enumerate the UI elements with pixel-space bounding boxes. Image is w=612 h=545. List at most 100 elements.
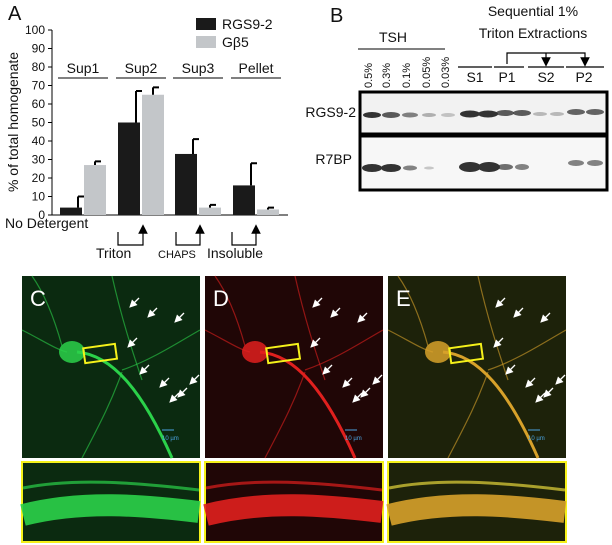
arrow	[360, 387, 371, 398]
annotation: CHAPS	[158, 249, 196, 261]
y-tick-label: 70	[32, 79, 46, 93]
panel-label: B	[330, 5, 343, 27]
arrow	[372, 374, 383, 385]
y-axis-label: % of total homogenate	[5, 52, 21, 192]
error-bar	[94, 160, 101, 166]
arrow	[159, 377, 170, 388]
micrograph: E 10 µm	[386, 275, 567, 543]
row-label: R7BP	[315, 151, 352, 167]
neurite	[397, 275, 429, 347]
legend-label: Gβ5	[222, 34, 249, 50]
cell-body	[242, 341, 268, 363]
bar-chart: A % of total homogenate No Detergent Tri…	[5, 3, 288, 261]
bracket	[117, 224, 261, 246]
annotation: No Detergent	[5, 215, 88, 231]
neurite	[121, 329, 201, 371]
arrow	[189, 374, 200, 385]
category-label: Pellet	[238, 60, 273, 76]
micrographs: C 10 µm D 10 µm E 10 µm	[20, 275, 567, 543]
zoom-neurite	[386, 494, 567, 526]
y-tick-label: 90	[32, 42, 46, 56]
roi-box	[265, 342, 302, 365]
roi-box	[82, 342, 119, 365]
arrow	[555, 374, 566, 385]
y-tick-label: 60	[32, 97, 46, 111]
error-bar	[77, 195, 84, 208]
arrow	[493, 337, 504, 348]
y-tick-label: 0	[38, 208, 45, 222]
bar	[118, 122, 140, 215]
arrow	[543, 387, 554, 398]
neurite	[442, 350, 540, 459]
arrow	[127, 337, 138, 348]
arrow	[525, 377, 536, 388]
y-tick-label: 50	[32, 116, 46, 130]
y-tick-label: 30	[32, 153, 46, 167]
lane-label: S1	[466, 69, 483, 85]
micrograph: C 10 µm	[20, 275, 201, 543]
micrograph: D 10 µm	[203, 275, 384, 543]
error-bar	[152, 86, 159, 95]
arrow	[310, 337, 321, 348]
row-label: RGS9-2	[305, 104, 356, 120]
panel-label: A	[8, 3, 22, 25]
arrow	[540, 312, 551, 323]
bar	[233, 185, 255, 215]
band	[362, 109, 604, 172]
legend-swatch	[196, 18, 216, 30]
panel-label: D	[213, 286, 229, 311]
bar	[60, 207, 82, 215]
category-label: Sup3	[182, 60, 215, 76]
lane-label: S2	[537, 69, 554, 85]
lane-label: 0.1%	[401, 63, 413, 88]
panel-label: E	[396, 286, 411, 311]
neurite	[111, 275, 143, 381]
cell-body	[59, 341, 85, 363]
error-bar	[192, 138, 199, 154]
lane-label: 0.3%	[381, 63, 393, 88]
legend-swatch	[196, 36, 216, 48]
arrow	[495, 297, 506, 308]
y-tick-label: 20	[32, 171, 46, 185]
arrow	[342, 377, 353, 388]
arrow	[312, 297, 323, 308]
zoom-neurite	[205, 480, 383, 492]
error-bar	[267, 206, 274, 210]
cell-body	[425, 341, 451, 363]
bracket	[458, 52, 604, 68]
error-bar	[135, 90, 142, 123]
neurite	[76, 350, 174, 459]
scale-label: 10 µm	[345, 436, 362, 442]
arrow	[357, 312, 368, 323]
scale-label: 10 µm	[528, 436, 545, 442]
neurite	[477, 275, 509, 381]
arrow	[169, 392, 180, 403]
arrow	[513, 307, 524, 318]
group-label: Triton Extractions	[479, 25, 587, 41]
arrow	[139, 364, 150, 375]
roi-box	[448, 342, 485, 365]
neurite	[259, 350, 357, 459]
y-tick-label: 80	[32, 60, 46, 74]
neurite	[487, 329, 567, 371]
neurite	[214, 275, 246, 347]
zoom-neurite	[20, 494, 201, 526]
lane-label: 0.03%	[440, 57, 452, 88]
neurite	[304, 329, 384, 371]
group-label: Sequential 1%	[488, 3, 578, 19]
annotation: Insoluble	[207, 245, 263, 261]
scale-label: 10 µm	[162, 436, 179, 442]
bar	[175, 153, 197, 215]
zoom-neurite	[22, 480, 200, 492]
error-bar	[209, 203, 216, 208]
lane-label: P2	[575, 69, 592, 85]
bar	[142, 94, 164, 215]
bar	[257, 209, 279, 215]
legend-label: RGS9-2	[222, 16, 273, 32]
arrow	[505, 364, 516, 375]
panel-label: C	[30, 286, 46, 311]
group-label: TSH	[379, 29, 407, 45]
lane-label: P1	[498, 69, 515, 85]
neurite	[447, 371, 489, 459]
